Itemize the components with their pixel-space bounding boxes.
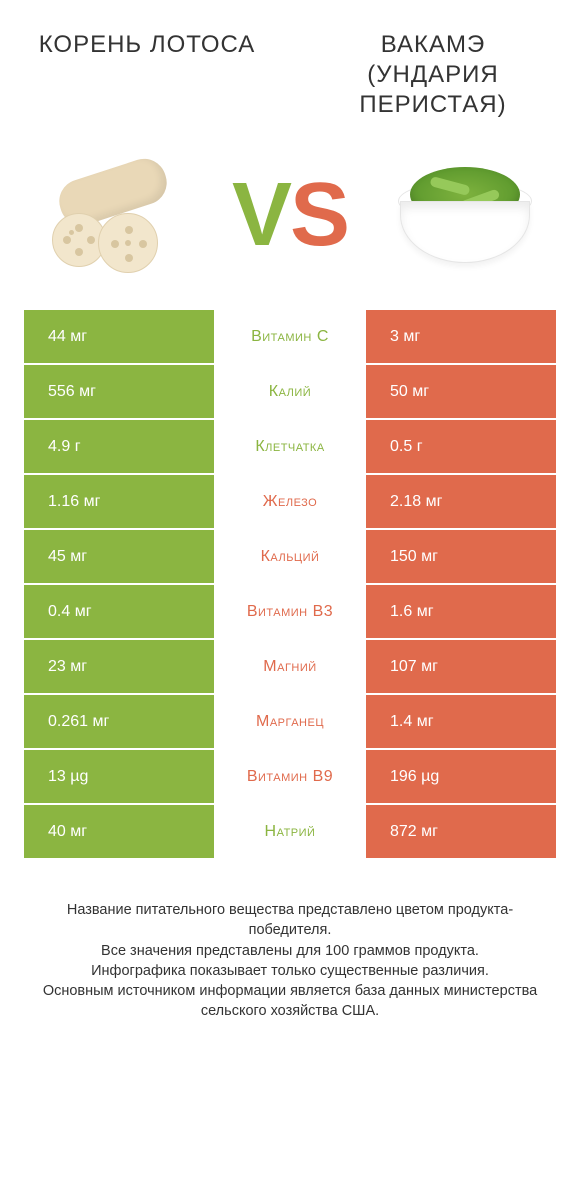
left-value: 13 µg bbox=[24, 750, 214, 803]
nutrient-label: Клетчатка bbox=[214, 420, 366, 473]
images-row: VS bbox=[0, 130, 580, 310]
nutrient-label: Витамин B9 bbox=[214, 750, 366, 803]
table-row: 0.261 мгМарганец1.4 мг bbox=[24, 695, 556, 750]
table-row: 40 мгНатрий872 мг bbox=[24, 805, 556, 860]
table-row: 44 мгВитамин C3 мг bbox=[24, 310, 556, 365]
left-value: 23 мг bbox=[24, 640, 214, 693]
right-value: 3 мг bbox=[366, 310, 556, 363]
footnote: Название питательного вещества представл… bbox=[0, 860, 580, 1022]
footnote-line: Все значения представлены для 100 граммо… bbox=[30, 941, 550, 961]
left-value: 44 мг bbox=[24, 310, 214, 363]
left-value: 556 мг bbox=[24, 365, 214, 418]
left-value: 0.4 мг bbox=[24, 585, 214, 638]
left-value: 45 мг bbox=[24, 530, 214, 583]
nutrient-label: Кальций bbox=[214, 530, 366, 583]
table-row: 4.9 гКлетчатка0.5 г bbox=[24, 420, 556, 475]
left-value: 40 мг bbox=[24, 805, 214, 858]
vs-s: S bbox=[290, 165, 348, 265]
right-product-title: ВАКАМЭ (УНДАРИЯ ПЕРИСТАЯ) bbox=[316, 30, 550, 120]
table-row: 556 мгКалий50 мг bbox=[24, 365, 556, 420]
right-value: 2.18 мг bbox=[366, 475, 556, 528]
footnote-line: Название питательного вещества представл… bbox=[30, 900, 550, 941]
left-value: 1.16 мг bbox=[24, 475, 214, 528]
right-value: 872 мг bbox=[366, 805, 556, 858]
table-row: 45 мгКальций150 мг bbox=[24, 530, 556, 585]
right-value: 50 мг bbox=[366, 365, 556, 418]
comparison-table: 44 мгВитамин C3 мг556 мгКалий50 мг4.9 гК… bbox=[0, 310, 580, 860]
left-value: 0.261 мг bbox=[24, 695, 214, 748]
table-row: 1.16 мгЖелезо2.18 мг bbox=[24, 475, 556, 530]
table-row: 0.4 мгВитамин B31.6 мг bbox=[24, 585, 556, 640]
vs-label: VS bbox=[232, 170, 348, 260]
nutrient-label: Витамин B3 bbox=[214, 585, 366, 638]
table-row: 13 µgВитамин B9196 µg bbox=[24, 750, 556, 805]
right-value: 0.5 г bbox=[366, 420, 556, 473]
right-value: 1.6 мг bbox=[366, 585, 556, 638]
footnote-line: Инфографика показывает только существенн… bbox=[30, 961, 550, 981]
right-value: 107 мг bbox=[366, 640, 556, 693]
footnote-line: Основным источником информации является … bbox=[30, 981, 550, 1022]
wakame-image bbox=[390, 150, 540, 280]
header: КОРЕНЬ ЛОТОСА ВАКАМЭ (УНДАРИЯ ПЕРИСТАЯ) bbox=[0, 0, 580, 130]
nutrient-label: Натрий bbox=[214, 805, 366, 858]
nutrient-label: Марганец bbox=[214, 695, 366, 748]
nutrient-label: Железо bbox=[214, 475, 366, 528]
right-value: 196 µg bbox=[366, 750, 556, 803]
right-value: 1.4 мг bbox=[366, 695, 556, 748]
table-row: 23 мгМагний107 мг bbox=[24, 640, 556, 695]
nutrient-label: Магний bbox=[214, 640, 366, 693]
left-value: 4.9 г bbox=[24, 420, 214, 473]
left-product-title: КОРЕНЬ ЛОТОСА bbox=[30, 30, 264, 120]
right-value: 150 мг bbox=[366, 530, 556, 583]
nutrient-label: Калий bbox=[214, 365, 366, 418]
nutrient-label: Витамин C bbox=[214, 310, 366, 363]
lotus-root-image bbox=[40, 150, 190, 280]
vs-v: V bbox=[232, 165, 290, 265]
